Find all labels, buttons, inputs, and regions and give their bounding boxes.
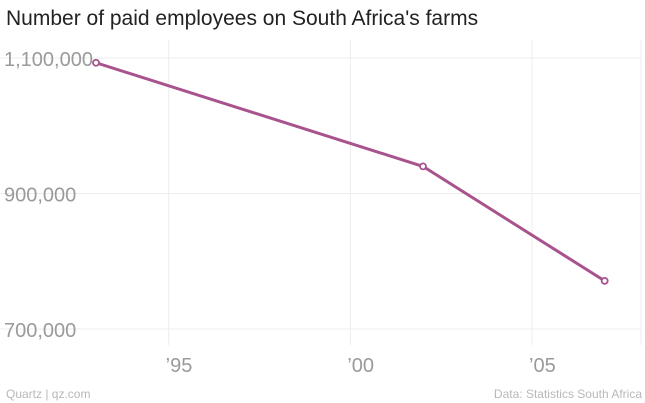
y-tick-label: 1,100,000 bbox=[4, 49, 93, 71]
chart-title: Number of paid employees on South Africa… bbox=[6, 7, 479, 30]
data-point bbox=[419, 162, 427, 171]
axis-labels: 1,100,000 900,000 700,000 ’95 ’00 ’05 bbox=[4, 49, 556, 377]
y-tick-label: 700,000 bbox=[4, 320, 76, 342]
x-tick-label: ’00 bbox=[347, 355, 374, 377]
data-point bbox=[92, 58, 100, 67]
source-text: Data: Statistics South Africa bbox=[493, 387, 642, 401]
x-tick-label: ’05 bbox=[529, 355, 556, 377]
y-tick-label: 900,000 bbox=[4, 185, 76, 207]
x-tick-label: ’95 bbox=[166, 355, 193, 377]
series-layer bbox=[92, 58, 609, 285]
grid-lines bbox=[0, 40, 642, 345]
data-point bbox=[600, 276, 609, 285]
credit-text: Quartz | qz.com bbox=[6, 387, 91, 401]
